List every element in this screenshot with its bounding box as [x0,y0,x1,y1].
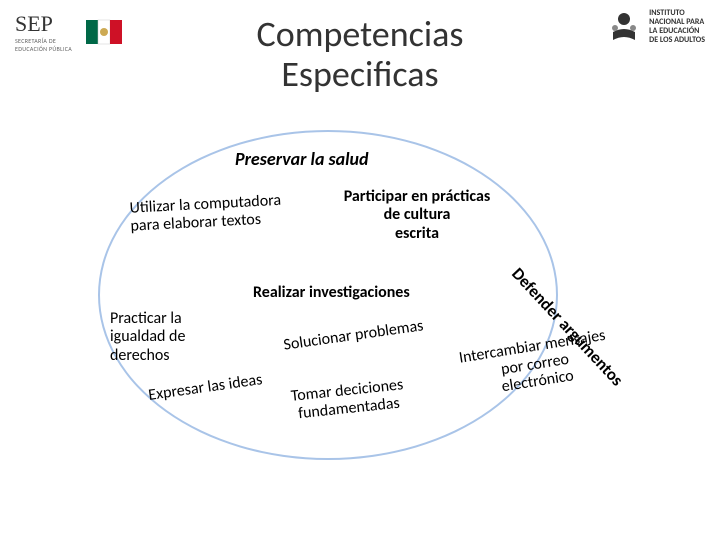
sep-subtitle: SECRETARÍA DE EDUCACIÓN PÚBLICA [15,37,72,53]
sep-label: SEP [15,11,72,37]
item-practicar: Practicar la igualdad de derechos [110,310,220,365]
item-realizar: Realizar investigaciones [253,283,410,302]
item-preservar: Preservar la salud [235,148,369,170]
sep-logo: SEP SECRETARÍA DE EDUCACIÓN PÚBLICA [15,8,128,56]
item-participar: Participar en prácticas de cultura escri… [322,188,512,243]
page-title: Competencias Especificas [257,15,464,94]
inea-icon [605,8,643,46]
inea-text: INSTITUTO NACIONAL PARA LA EDUCACIÓN DE … [649,9,705,44]
mexico-seal-icon [80,8,128,56]
inea-logo: INSTITUTO NACIONAL PARA LA EDUCACIÓN DE … [605,8,705,46]
